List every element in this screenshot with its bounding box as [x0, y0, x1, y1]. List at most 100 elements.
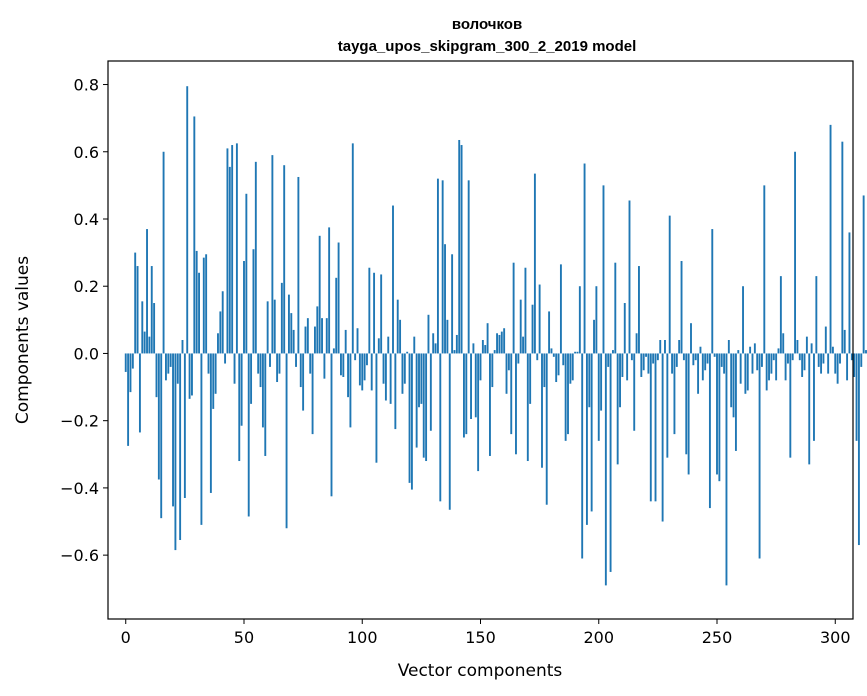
bar-158 [498, 334, 501, 354]
bar-90 [337, 242, 340, 354]
bar-201 [600, 353, 603, 411]
bar-12 [153, 303, 156, 354]
bar-188 [569, 353, 572, 384]
y-tick-label-0: 0.0 [74, 344, 99, 363]
bar-244 [701, 353, 704, 381]
bar-51 [245, 193, 248, 354]
bar-9 [146, 229, 148, 354]
bar-164 [512, 262, 515, 354]
bar-84 [323, 353, 326, 379]
bar-288 [805, 336, 808, 354]
bar-0 [124, 353, 127, 372]
bar-137 [448, 353, 451, 510]
bar-119 [406, 351, 409, 354]
bar-176 [541, 353, 543, 468]
bar-290 [810, 343, 813, 354]
bar-123 [415, 353, 418, 448]
bar-282 [791, 353, 794, 361]
bar-261 [742, 286, 744, 354]
bar-297 [827, 353, 830, 374]
y-axis-ticks: −0.6 −0.4 −0.2 0.0 0.2 0.4 0.6 0.8 [60, 76, 108, 565]
bar-305 [846, 353, 849, 381]
bar-45 [231, 145, 234, 354]
bar-171 [529, 353, 532, 404]
bar-61 [269, 353, 271, 367]
bar-127 [425, 353, 428, 462]
bar-100 [361, 353, 364, 391]
bar-254 [725, 353, 728, 586]
bar-267 [756, 353, 759, 371]
bar-23 [179, 353, 182, 541]
bar-234 [678, 340, 681, 354]
bar-184 [559, 264, 562, 354]
bar-237 [685, 353, 688, 455]
bar-98 [356, 328, 359, 354]
bar-64 [276, 353, 279, 383]
bar-197 [590, 353, 593, 512]
bar-18 [167, 353, 170, 374]
bar-107 [377, 338, 380, 354]
bar-229 [666, 353, 669, 458]
bar-211 [623, 303, 626, 354]
bar-69 [287, 294, 290, 354]
bar-113 [392, 205, 394, 354]
bar-304 [843, 329, 846, 354]
bar-81 [316, 306, 319, 354]
bar-156 [493, 350, 496, 354]
bar-32 [200, 353, 203, 525]
bar-95 [349, 353, 352, 428]
bar-272 [768, 353, 770, 381]
bar-6 [138, 353, 141, 433]
bar-82 [318, 235, 321, 354]
bar-55 [254, 161, 257, 354]
bar-115 [396, 299, 399, 354]
bar-63 [273, 299, 276, 354]
bar-161 [505, 353, 508, 394]
bar-47 [235, 143, 238, 354]
bar-165 [515, 353, 517, 455]
bar-15 [160, 353, 163, 519]
bar-259 [737, 350, 740, 354]
bar-238 [687, 353, 690, 475]
bar-89 [335, 277, 338, 354]
bar-66 [280, 282, 283, 354]
bar-129 [429, 353, 432, 431]
bar-58 [261, 353, 264, 428]
bar-168 [522, 336, 525, 354]
bar-57 [259, 353, 262, 388]
bar-79 [311, 353, 314, 435]
bar-4 [134, 252, 137, 354]
bar-292 [815, 276, 818, 354]
bar-294 [820, 353, 823, 374]
bar-22 [176, 353, 179, 384]
bar-153 [486, 323, 489, 354]
bar-132 [436, 178, 439, 354]
bar-38 [214, 353, 217, 394]
bar-2 [129, 353, 132, 393]
bar-300 [834, 353, 837, 374]
bar-232 [673, 353, 676, 435]
bar-106 [375, 353, 378, 463]
bar-35 [207, 353, 210, 374]
bar-193 [581, 353, 584, 559]
y-tick-label-0.2: 0.2 [74, 277, 99, 296]
bar-80 [314, 326, 316, 354]
bar-213 [628, 200, 631, 354]
bar-199 [595, 286, 598, 354]
bar-236 [682, 353, 685, 361]
bar-260 [739, 353, 742, 384]
bar-125 [420, 353, 423, 404]
bar-252 [720, 353, 723, 367]
bar-136 [446, 319, 449, 354]
bar-96 [351, 143, 354, 354]
bar-216 [635, 333, 638, 354]
bar-217 [638, 266, 640, 354]
bar-257 [732, 353, 735, 418]
bar-25 [183, 353, 186, 498]
bar-40 [219, 311, 222, 354]
bar-245 [704, 353, 707, 371]
x-tick-label-300: 300 [820, 628, 851, 647]
bar-145 [467, 180, 470, 354]
bar-198 [593, 319, 595, 354]
bar-278 [782, 333, 785, 354]
